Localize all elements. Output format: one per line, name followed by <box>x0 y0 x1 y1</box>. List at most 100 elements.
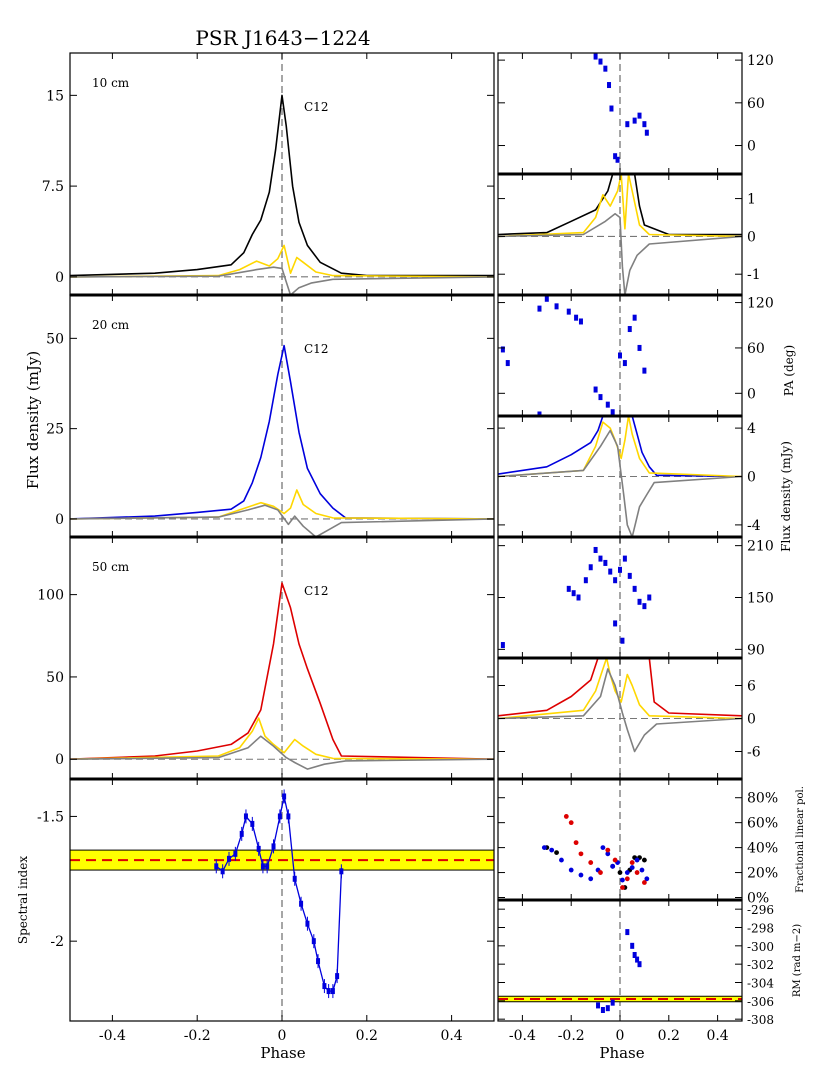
y-tick-label: -1 <box>747 267 761 283</box>
series-linear <box>70 489 494 520</box>
data-point <box>637 598 642 605</box>
y-tick-label: -1.5 <box>37 809 64 825</box>
data-point-50-cm <box>588 860 594 865</box>
data-point <box>286 813 291 820</box>
data-point <box>632 952 637 958</box>
data-point <box>642 367 647 374</box>
data-point <box>609 105 614 112</box>
data-point-20-cm <box>541 845 547 851</box>
x-tick-label: 0.4 <box>706 1028 728 1044</box>
y-tick-label: 7.5 <box>42 179 64 195</box>
data-point <box>637 344 642 351</box>
spectral-trace <box>215 796 343 992</box>
x-tick-label: -0.4 <box>509 1028 536 1044</box>
y-tick-label: 40% <box>747 841 778 857</box>
data-point <box>605 401 610 408</box>
y-tick-label: 0 <box>747 712 756 728</box>
data-point-50-cm <box>598 870 603 875</box>
band-label: 10 cm <box>92 76 130 90</box>
series-circular <box>498 429 742 537</box>
data-point <box>593 53 598 60</box>
x-tick-label: -0.4 <box>99 1028 126 1044</box>
panel-right-20cm-pa: 0 60 120 PA (deg) <box>497 294 796 417</box>
y-axis-label: Flux density (mJy) <box>779 441 793 552</box>
data-point-50-cm <box>642 880 647 885</box>
x-tick-label: -0.2 <box>558 1028 585 1044</box>
panel-left-10cm: 0 7.5 15 10 cm C12 <box>42 52 495 296</box>
component-label: C12 <box>304 342 328 356</box>
plot-area <box>500 295 647 416</box>
data-point-20-cm <box>605 851 611 857</box>
series-circular <box>70 504 494 537</box>
panel-right-50cm-pa: 90 150 210 <box>497 536 774 659</box>
data-point <box>618 566 622 573</box>
data-point-20-cm <box>634 857 640 863</box>
data-point <box>603 65 608 72</box>
x-tick-label: 0.4 <box>440 1028 462 1044</box>
series-linear <box>70 717 494 760</box>
data-point-10-cm <box>642 857 647 863</box>
data-point-20-cm <box>559 857 564 863</box>
data-point <box>537 411 542 416</box>
y-tick-label: 60 <box>747 96 765 112</box>
data-point <box>500 346 505 353</box>
plot-area <box>70 53 494 295</box>
data-point <box>330 988 335 995</box>
data-point <box>578 318 583 325</box>
data-point <box>618 352 622 359</box>
series-linear <box>498 174 742 238</box>
series-circular <box>70 735 494 770</box>
series-total-intensity <box>498 174 742 236</box>
band-label: 50 cm <box>92 560 130 574</box>
data-point <box>566 308 571 315</box>
series-linear <box>498 658 742 720</box>
data-point-20-cm <box>578 872 584 878</box>
data-point <box>642 603 647 610</box>
data-point <box>250 820 255 827</box>
data-point <box>627 326 632 333</box>
y-tick-label: 0 <box>55 512 64 528</box>
data-point <box>593 546 598 553</box>
y-tick-label: 80% <box>747 791 778 807</box>
y-tick-label: 120 <box>747 53 774 69</box>
plot-area <box>541 779 650 900</box>
y-axis-label: PA (deg) <box>782 345 796 396</box>
data-point <box>635 956 640 963</box>
panel-right-10cm-pa: 0 60 120 <box>497 52 774 175</box>
series-total-intensity <box>70 344 494 520</box>
series-linear <box>70 244 494 278</box>
y-tick-label: 0 <box>55 752 64 768</box>
data-point <box>610 409 615 416</box>
data-point <box>600 1007 605 1013</box>
data-point <box>632 585 637 592</box>
y-axis-label: Spectral index <box>16 856 30 944</box>
y-tick-label: 25 <box>46 422 64 438</box>
data-point <box>260 863 265 870</box>
y-tick-label: 0 <box>747 386 756 402</box>
figure-title: PSR J1643−1224 <box>195 26 370 50</box>
y-tick-label: -296 <box>747 903 774 917</box>
panel-right-10cm-zoom: -1 0 1 <box>497 173 761 296</box>
y-axis-label: RM (rad m−2) <box>792 924 803 997</box>
data-point <box>647 594 652 601</box>
data-point <box>566 585 571 592</box>
plot-area <box>498 900 742 1021</box>
data-point <box>256 845 261 852</box>
data-point-10-cm <box>617 870 623 875</box>
data-point <box>574 314 579 321</box>
data-point <box>214 863 219 870</box>
band-label: 20 cm <box>92 318 130 332</box>
y-tick-label: -308 <box>747 1013 774 1027</box>
data-point <box>576 594 581 601</box>
series-total-intensity <box>498 416 742 478</box>
data-point-20-cm <box>629 865 635 870</box>
y-tick-label: -306 <box>747 995 774 1009</box>
y-tick-label: 0% <box>747 891 769 907</box>
series-total-intensity <box>70 94 494 277</box>
data-point <box>603 559 608 566</box>
data-point <box>622 555 627 562</box>
left-y-axis-label: Flux density (mJy) <box>24 351 42 489</box>
data-point <box>571 590 576 597</box>
data-point <box>265 863 270 870</box>
